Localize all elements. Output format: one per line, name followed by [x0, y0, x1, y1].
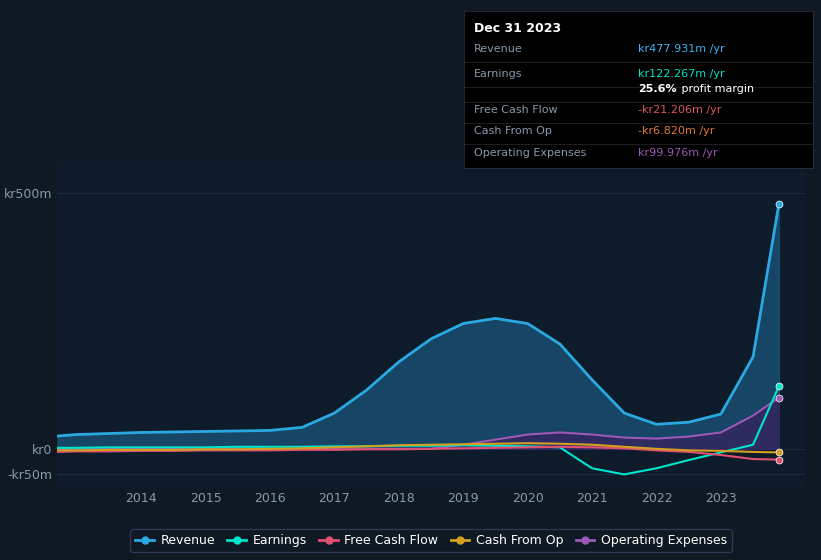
Text: Free Cash Flow: Free Cash Flow: [475, 105, 558, 115]
Text: kr477.931m /yr: kr477.931m /yr: [639, 44, 725, 54]
Text: kr99.976m /yr: kr99.976m /yr: [639, 148, 718, 157]
Text: kr122.267m /yr: kr122.267m /yr: [639, 69, 725, 79]
Text: 25.6%: 25.6%: [639, 84, 677, 94]
Text: Revenue: Revenue: [475, 44, 523, 54]
Text: Earnings: Earnings: [475, 69, 523, 79]
Legend: Revenue, Earnings, Free Cash Flow, Cash From Op, Operating Expenses: Revenue, Earnings, Free Cash Flow, Cash …: [131, 529, 732, 552]
Text: Dec 31 2023: Dec 31 2023: [475, 22, 562, 35]
Text: -kr21.206m /yr: -kr21.206m /yr: [639, 105, 722, 115]
Text: profit margin: profit margin: [678, 84, 754, 94]
Text: Cash From Op: Cash From Op: [475, 127, 553, 137]
Text: Operating Expenses: Operating Expenses: [475, 148, 587, 157]
Text: -kr6.820m /yr: -kr6.820m /yr: [639, 127, 715, 137]
